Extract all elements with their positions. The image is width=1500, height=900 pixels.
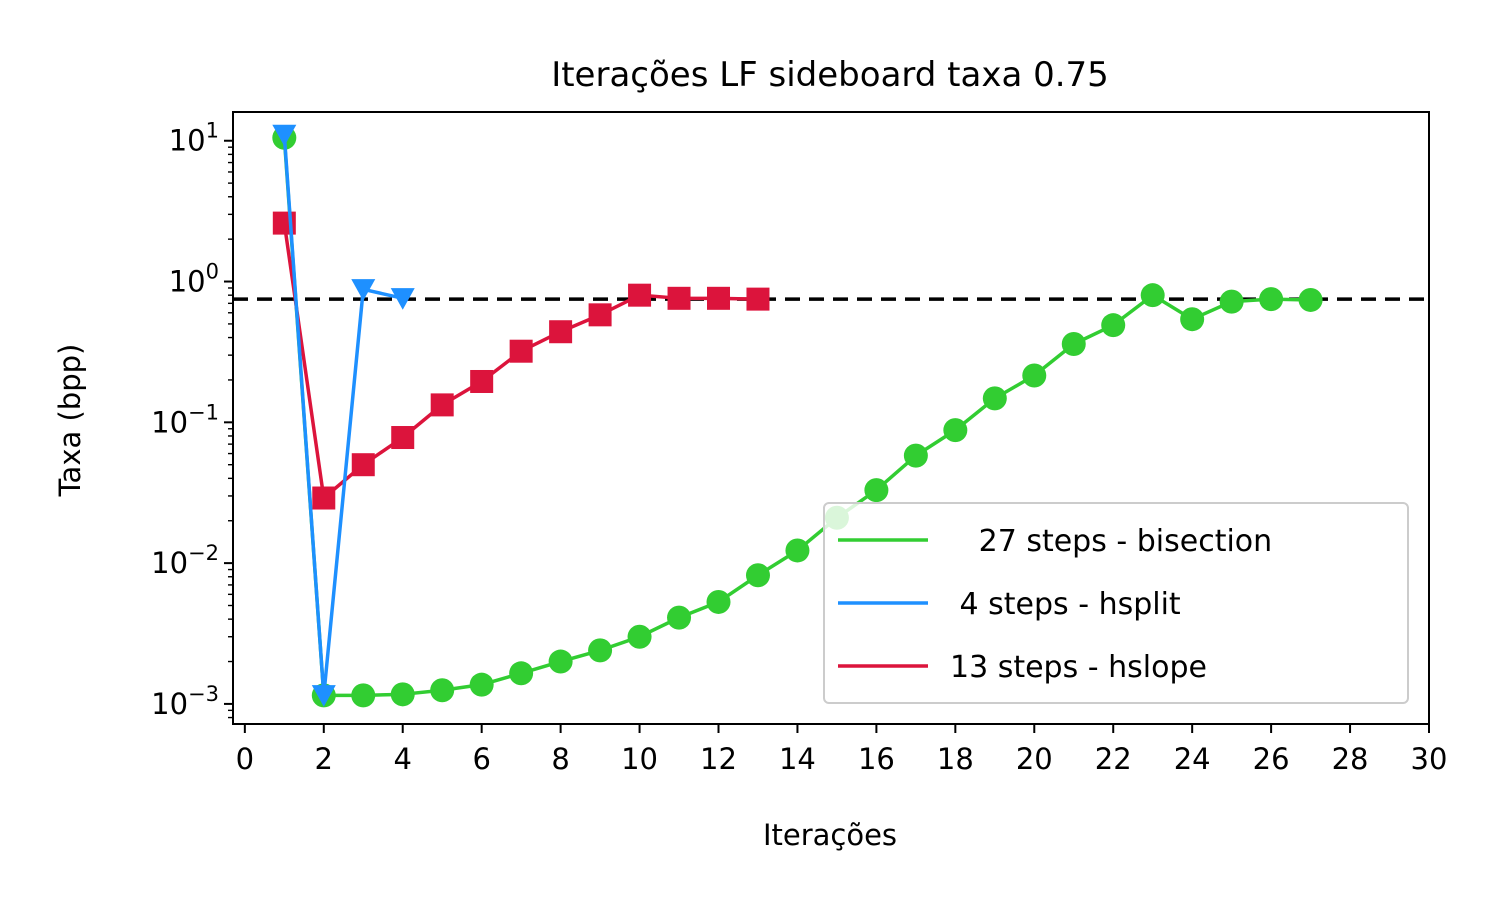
x-tick-label: 20	[1016, 742, 1053, 776]
x-tick-label: 8	[551, 742, 569, 776]
plot-area	[233, 124, 1429, 708]
y-tick-base: 10	[169, 265, 206, 299]
data-point	[943, 418, 968, 443]
data-point	[311, 685, 336, 707]
legend: 27 steps - bisection 4 steps - hsplit 13 …	[823, 502, 1409, 704]
data-point	[864, 478, 889, 503]
y-tick-exponent: 0	[206, 260, 219, 284]
data-point	[1101, 313, 1126, 338]
data-point	[667, 605, 692, 630]
data-point	[628, 283, 652, 307]
y-tick-label: 10−3	[151, 682, 219, 721]
data-point	[391, 426, 415, 450]
data-point	[746, 287, 770, 311]
data-point	[1061, 332, 1086, 357]
series-1	[272, 124, 415, 707]
y-tick-label: 10−2	[151, 541, 219, 580]
y-tick-label: 100	[169, 260, 219, 299]
y-tick-base: 10	[151, 405, 188, 439]
data-point	[351, 683, 376, 708]
x-tick-label: 6	[472, 742, 490, 776]
x-tick-label: 26	[1253, 742, 1290, 776]
y-tick-label: 10−1	[151, 400, 219, 439]
data-point	[1259, 287, 1284, 312]
x-tick-label: 22	[1095, 742, 1132, 776]
y-tick-exponent: −3	[188, 682, 219, 706]
x-tick-label: 16	[858, 742, 895, 776]
x-tick-label: 2	[315, 742, 333, 776]
y-tick-exponent: −2	[188, 541, 219, 565]
y-tick-base: 10	[151, 546, 188, 580]
data-point	[588, 638, 613, 663]
data-point	[549, 320, 573, 344]
data-point	[272, 124, 297, 147]
x-tick-label: 12	[700, 742, 737, 776]
plot-frame	[232, 111, 1430, 725]
x-axis-label: Iterações	[763, 818, 897, 852]
data-point	[707, 286, 731, 310]
x-tick-label: 0	[236, 742, 254, 776]
data-point	[745, 563, 770, 588]
data-point	[509, 661, 534, 686]
x-tick-label: 10	[621, 742, 658, 776]
legend-label: 4 steps - hsplit	[950, 587, 1181, 622]
data-point	[351, 453, 375, 477]
data-point	[982, 386, 1007, 411]
y-tick-label: 101	[169, 119, 219, 158]
legend-label: 13 steps - hslope	[950, 650, 1207, 685]
data-point	[627, 624, 652, 649]
y-tick-base: 10	[169, 124, 206, 158]
legend-label: 27 steps - bisection	[950, 524, 1272, 559]
x-axis-ticks: 0 2 4 6 8 10 12 14 16 18 20 22 24 26 28 30	[236, 724, 1448, 776]
x-tick-label: 14	[779, 742, 816, 776]
data-point	[1022, 363, 1047, 388]
data-point	[312, 486, 336, 510]
data-point	[390, 288, 415, 310]
data-point	[469, 672, 494, 697]
data-point	[430, 678, 455, 703]
data-point	[903, 443, 928, 468]
legend-frame	[823, 502, 1409, 704]
data-point	[1298, 287, 1323, 312]
y-axis-label: Taxa (bpp)	[53, 344, 87, 498]
data-point	[785, 538, 810, 563]
data-point	[667, 286, 691, 310]
data-point	[430, 393, 454, 417]
series-2	[272, 211, 770, 510]
series-0	[272, 125, 1323, 708]
y-tick-exponent: −1	[188, 400, 219, 424]
data-point	[1140, 283, 1165, 308]
data-point	[1219, 289, 1244, 314]
x-tick-label: 18	[937, 742, 974, 776]
data-point	[548, 649, 573, 674]
x-tick-label: 28	[1332, 742, 1369, 776]
series-line	[282, 134, 404, 698]
y-tick-exponent: 1	[206, 119, 219, 143]
data-point	[390, 682, 415, 707]
data-point	[470, 369, 494, 393]
data-point	[706, 589, 731, 614]
y-tick-base: 10	[151, 687, 188, 721]
x-tick-label: 4	[394, 742, 412, 776]
data-point	[1180, 307, 1205, 332]
data-point	[351, 279, 376, 301]
chart-title: Iterações LF sideboard taxa 0.75	[551, 55, 1109, 95]
x-tick-label: 30	[1411, 742, 1448, 776]
data-point	[588, 303, 612, 327]
x-tick-label: 24	[1174, 742, 1211, 776]
data-point	[509, 339, 533, 363]
